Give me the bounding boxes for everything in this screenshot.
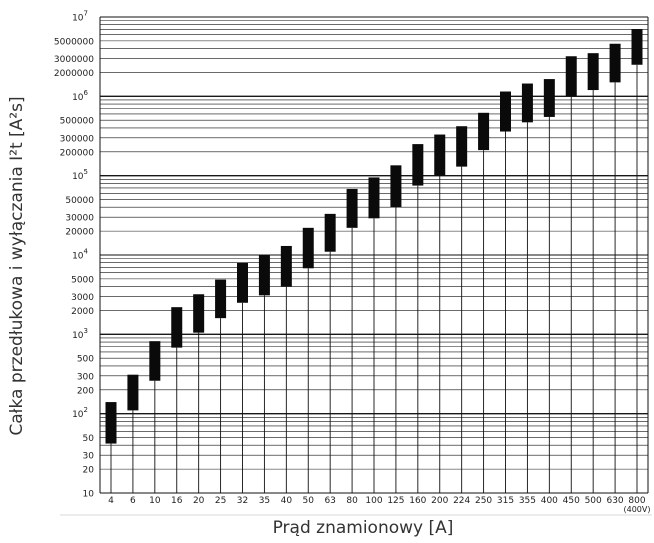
x-tick-labels: 4 6 10 16 20 25 32 35 40 50 63 80 100 125 160 200 224 250… — [108, 496, 650, 514]
y-tick-label-8: 103 — [72, 327, 88, 341]
y-tick-label-19: 500000 — [60, 117, 95, 127]
range-bar-355 — [521, 83, 533, 123]
y-tick-label-22: 3000000 — [54, 55, 94, 65]
y-tick-label-21: 2000000 — [54, 69, 94, 79]
range-bar-315 — [500, 91, 511, 132]
y-tick-label-23: 5000000 — [54, 37, 94, 47]
y-tick-label-0: 10 — [83, 490, 95, 500]
range-bar-500 — [587, 53, 599, 91]
x-tick-label-450: 450 — [563, 496, 580, 506]
y-tick-label-12: 104 — [72, 248, 88, 262]
range-bar-450 — [565, 56, 577, 97]
range-bar-16 — [171, 307, 183, 348]
x-tick-note: (400V) — [624, 505, 651, 514]
y-tick-label-17: 200000 — [60, 148, 95, 158]
y-tick-label-24: 107 — [72, 10, 88, 24]
y-tick-label-6: 300 — [77, 372, 94, 382]
range-bar-35 — [258, 255, 270, 296]
y-tick-label-1: 20 — [83, 466, 95, 476]
x-tick-label-40: 40 — [281, 496, 293, 506]
range-bar-400 — [543, 79, 555, 117]
y-tick-label-11: 5000 — [71, 275, 94, 285]
range-bar-10 — [149, 341, 161, 381]
y-tick-label-14: 30000 — [65, 214, 94, 224]
y-tick-label-4: 102 — [72, 406, 88, 420]
x-tick-label-125: 125 — [387, 496, 404, 506]
range-bar-20 — [193, 294, 205, 333]
x-tick-label-32: 32 — [237, 496, 248, 506]
range-bar-63 — [324, 213, 336, 252]
x-tick-label-63: 63 — [324, 496, 335, 506]
range-bar-40 — [280, 245, 292, 287]
bars — [105, 29, 643, 493]
x-tick-label-25: 25 — [215, 496, 226, 506]
range-bar-200 — [434, 134, 446, 176]
x-tick-label-250: 250 — [475, 496, 492, 506]
x-tick-label-4: 4 — [108, 496, 114, 506]
y-tick-label-18: 300000 — [60, 134, 95, 144]
y-tick-label-9: 2000 — [71, 307, 94, 317]
x-tick-label-20: 20 — [193, 496, 205, 506]
range-bar-6 — [127, 374, 139, 411]
x-tick-label-200: 200 — [431, 496, 448, 506]
range-bar-800 — [631, 29, 643, 65]
x-tick-label-16: 16 — [171, 496, 183, 506]
x-tick-label-100: 100 — [365, 496, 382, 506]
x-tick-label-800: 800 — [628, 496, 645, 506]
y-tick-label-10: 3000 — [71, 293, 94, 303]
x-tick-label-6: 6 — [130, 496, 136, 506]
x-tick-label-50: 50 — [303, 496, 315, 506]
x-axis-title: Prąd znamionowy [A] — [273, 518, 454, 538]
range-bar-100 — [368, 177, 380, 219]
x-tick-label-500: 500 — [585, 496, 602, 506]
range-bar-125 — [390, 165, 402, 208]
y-tick-label-5: 200 — [77, 386, 94, 396]
x-tick-label-35: 35 — [259, 496, 270, 506]
y-tick-label-2: 30 — [83, 452, 95, 462]
y-tick-label-13: 20000 — [65, 228, 94, 238]
range-bar-4 — [105, 402, 117, 444]
range-bar-224 — [456, 126, 468, 167]
range-bar-250 — [478, 112, 490, 151]
range-bar-160 — [412, 144, 424, 186]
y-tick-label-16: 105 — [72, 168, 88, 182]
x-tick-label-315: 315 — [497, 496, 514, 506]
y-axis-title: Całka przedłukowa i wyłączania I²t [A²s] — [7, 96, 27, 435]
grid — [60, 16, 652, 516]
range-bar-25 — [215, 279, 227, 319]
y-tick-labels: 10 20 30 50 102 200 300 500 103 2000 3000 5000 104 20… — [54, 10, 94, 500]
x-tick-label-630: 630 — [606, 496, 623, 506]
y-tick-label-7: 500 — [77, 355, 94, 365]
y-tick-label-20: 106 — [72, 89, 88, 103]
range-bar-630 — [609, 43, 621, 83]
x-tick-label-80: 80 — [346, 496, 358, 506]
x-tick-label-355: 355 — [519, 496, 536, 506]
y-tick-label-15: 50000 — [65, 196, 94, 206]
y-tick-label-3: 50 — [83, 434, 95, 444]
range-bar-50 — [302, 227, 314, 269]
range-bar-32 — [237, 262, 248, 303]
x-tick-label-400: 400 — [541, 496, 558, 506]
range-bar-80 — [346, 188, 358, 228]
x-tick-label-10: 10 — [149, 496, 161, 506]
x-tick-label-224: 224 — [453, 496, 470, 506]
x-tick-label-160: 160 — [409, 496, 426, 506]
